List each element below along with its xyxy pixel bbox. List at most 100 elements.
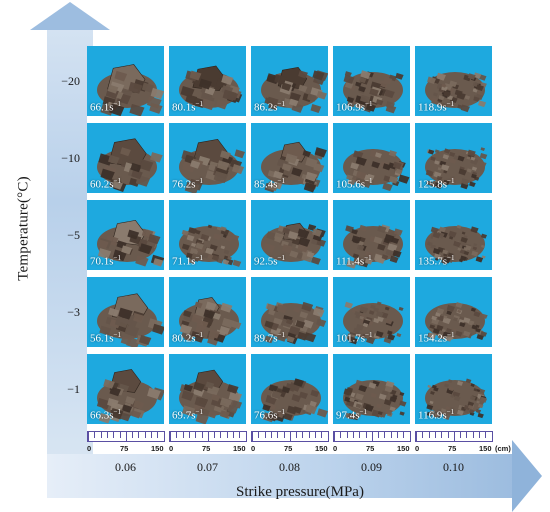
small-fragment: [274, 74, 287, 85]
small-fragment: [222, 89, 237, 102]
ruler-tick-label: 75: [366, 444, 375, 453]
small-fragment: [313, 163, 325, 173]
small-fragment: [97, 239, 109, 249]
small-fragment: [433, 387, 439, 392]
small-fragment: [428, 332, 437, 340]
specimen-photo: 85.4s−1: [251, 123, 328, 193]
small-fragment: [441, 102, 448, 108]
small-fragment: [276, 304, 288, 314]
small-fragment: [299, 311, 309, 319]
small-fragment: [425, 169, 434, 177]
specimen-photo: 80.2s−1: [169, 277, 246, 347]
small-fragment: [147, 387, 161, 400]
small-fragment: [479, 153, 488, 160]
small-fragment: [283, 413, 293, 421]
small-fragment: [461, 178, 470, 186]
ruler-tick: [365, 432, 367, 438]
small-fragment: [438, 95, 445, 101]
small-fragment: [264, 320, 274, 329]
small-fragment: [381, 254, 389, 260]
small-fragment: [447, 252, 454, 258]
small-fragment: [392, 161, 402, 170]
small-fragment: [122, 404, 133, 413]
small-fragment: [181, 229, 189, 236]
ruler-tick-label: 0: [169, 444, 174, 453]
ruler-tick-label: 75: [202, 444, 211, 453]
small-fragment: [443, 413, 451, 420]
small-fragment: [312, 307, 325, 318]
small-fragment: [346, 387, 354, 393]
small-fragment: [266, 181, 279, 192]
small-fragment: [384, 385, 394, 393]
strain-rate-value: 118.9s: [418, 102, 447, 114]
small-fragment: [281, 82, 292, 91]
ruler-tick: [233, 432, 234, 438]
small-fragment: [100, 168, 115, 181]
fragment-pile: [425, 224, 488, 265]
small-fragment: [458, 258, 464, 263]
small-fragment: [473, 72, 482, 79]
small-fragment: [365, 103, 376, 112]
ruler-tick: [94, 432, 96, 438]
specimen-photo: 70.1s−1: [87, 200, 164, 270]
small-fragment: [108, 154, 120, 165]
small-fragment: [310, 104, 322, 114]
small-fragment: [220, 245, 226, 250]
ruler-tick: [403, 432, 405, 438]
fragment-pile: [97, 138, 163, 192]
small-fragment: [480, 147, 486, 152]
small-fragment: [377, 316, 384, 323]
ruler-tick: [138, 432, 140, 438]
ruler-tick: [359, 432, 361, 438]
ruler-tick-label: 0: [333, 444, 338, 453]
small-fragment: [455, 302, 463, 309]
small-fragment: [350, 162, 360, 170]
small-fragment: [480, 331, 488, 337]
small-fragment: [181, 390, 195, 401]
small-fragment: [351, 235, 362, 244]
small-fragment: [129, 103, 145, 116]
small-fragment: [194, 301, 203, 309]
small-fragment: [130, 162, 142, 173]
small-fragment: [395, 168, 403, 175]
small-fragment: [97, 248, 112, 260]
small-fragment: [207, 224, 213, 229]
specimen-photo: 80.1s−1: [169, 46, 246, 116]
small-fragment: [190, 160, 201, 169]
small-fragment: [268, 384, 279, 393]
small-fragment: [364, 334, 370, 339]
small-fragment: [186, 234, 195, 242]
ruler-tick-label: 75: [120, 444, 129, 453]
small-fragment: [183, 383, 194, 392]
small-fragment: [343, 74, 355, 84]
small-fragment: [227, 384, 239, 394]
ruler-tick: [485, 432, 487, 438]
ruler-tick: [245, 432, 247, 442]
small-fragment: [469, 181, 476, 188]
small-fragment: [182, 405, 196, 417]
fragment-pile: [425, 147, 488, 190]
small-fragment: [344, 301, 354, 309]
strain-rate-exponent: −1: [277, 100, 285, 109]
strain-rate-label: 76.6s−1: [254, 408, 285, 422]
small-fragment: [355, 81, 362, 88]
small-fragment: [355, 393, 364, 401]
strain-rate-label: 56.1s−1: [90, 331, 121, 345]
small-fragment: [396, 333, 402, 338]
small-fragment: [378, 393, 387, 401]
strain-rate-label: 116.9s−1: [418, 408, 454, 422]
y-axis-label: Temperature(°C): [15, 176, 32, 281]
strain-rate-value: 111.4s: [336, 256, 365, 268]
ruler-tick: [106, 432, 108, 438]
small-fragment: [234, 149, 246, 159]
ruler-tick: [176, 432, 178, 438]
small-fragment: [121, 245, 133, 255]
ruler-tick: [384, 432, 386, 438]
x-axis-arrow-shaft: [47, 454, 515, 498]
small-fragment: [222, 259, 230, 265]
fragment-pile: [97, 220, 164, 267]
small-fragment: [220, 302, 233, 313]
small-fragment: [448, 386, 454, 392]
small-fragment: [201, 252, 209, 259]
small-fragment: [383, 76, 393, 85]
